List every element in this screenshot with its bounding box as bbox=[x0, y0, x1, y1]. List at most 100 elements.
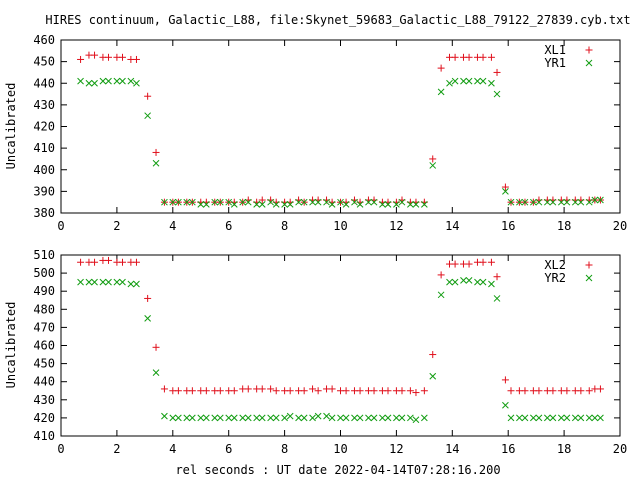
data-point bbox=[342, 200, 350, 208]
y-tick-label: 470 bbox=[33, 320, 55, 334]
data-point bbox=[119, 77, 126, 85]
data-point bbox=[479, 77, 487, 85]
data-point bbox=[230, 387, 238, 395]
data-point bbox=[85, 278, 93, 286]
data-point bbox=[429, 162, 437, 169]
x-tick-label: 0 bbox=[57, 219, 64, 233]
data-point bbox=[407, 200, 414, 208]
data-point bbox=[239, 198, 247, 206]
data-point bbox=[225, 414, 233, 422]
data-point bbox=[105, 278, 112, 286]
data-point bbox=[479, 278, 487, 286]
data-point bbox=[474, 77, 481, 85]
data-point bbox=[197, 414, 205, 422]
data-point bbox=[493, 273, 501, 281]
data-point bbox=[225, 198, 233, 206]
data-point bbox=[412, 416, 420, 424]
data-point bbox=[535, 387, 543, 395]
data-point bbox=[543, 198, 551, 206]
x-tick-label: 6 bbox=[225, 219, 232, 233]
data-point bbox=[211, 414, 219, 422]
data-point bbox=[356, 387, 364, 395]
data-point bbox=[132, 258, 140, 266]
data-point bbox=[543, 414, 551, 422]
data-point bbox=[516, 198, 523, 206]
x-tick-label: 18 bbox=[557, 219, 571, 233]
data-point bbox=[77, 278, 84, 286]
data-point bbox=[535, 198, 543, 206]
data-point bbox=[272, 387, 280, 395]
data-point bbox=[549, 414, 557, 422]
data-point bbox=[216, 414, 224, 422]
data-point bbox=[91, 278, 98, 286]
data-point bbox=[465, 53, 473, 61]
data-point bbox=[105, 77, 112, 85]
data-point bbox=[244, 385, 252, 393]
data-point bbox=[577, 198, 585, 206]
data-point bbox=[407, 414, 414, 422]
data-point bbox=[314, 198, 322, 206]
data-point bbox=[412, 200, 420, 208]
data-point bbox=[189, 414, 196, 422]
data-point bbox=[398, 414, 406, 422]
legend-marker bbox=[585, 274, 593, 282]
data-point bbox=[479, 53, 487, 61]
data-point bbox=[314, 412, 322, 420]
legend-marker bbox=[585, 46, 593, 54]
data-point bbox=[258, 385, 266, 393]
data-point bbox=[563, 387, 571, 395]
data-point bbox=[188, 387, 196, 395]
data-point bbox=[328, 385, 336, 393]
x-tick-label: 12 bbox=[389, 219, 403, 233]
x-tick-label: 10 bbox=[333, 219, 347, 233]
data-point bbox=[144, 314, 151, 322]
data-point bbox=[309, 385, 317, 393]
data-point bbox=[91, 258, 99, 266]
x-tick-label: 6 bbox=[225, 442, 232, 456]
data-point bbox=[501, 376, 509, 384]
data-point bbox=[488, 79, 495, 87]
data-point bbox=[446, 79, 453, 87]
data-point bbox=[412, 389, 420, 397]
data-point bbox=[216, 387, 224, 395]
y-tick-label: 430 bbox=[33, 98, 55, 112]
data-point bbox=[535, 414, 543, 422]
data-point bbox=[337, 198, 344, 206]
data-point bbox=[479, 258, 487, 266]
data-point bbox=[379, 200, 386, 208]
y-tick-label: 420 bbox=[33, 411, 55, 425]
chart-title: HIRES continuum, Galactic_L88, file:Skyn… bbox=[45, 13, 630, 27]
data-point bbox=[105, 256, 113, 264]
data-point bbox=[585, 414, 593, 422]
x-tick-label: 18 bbox=[557, 442, 571, 456]
x-tick-label: 10 bbox=[333, 442, 347, 456]
top-plot-panel: 380 390 400 410 420 430 440 450 460 0 2 4 6 8 10 12 14 16… bbox=[4, 33, 627, 233]
legend-label: YR2 bbox=[544, 271, 566, 285]
y-tick-label: 490 bbox=[33, 284, 55, 298]
data-point bbox=[406, 387, 414, 395]
x-tick-label: 4 bbox=[169, 442, 176, 456]
x-tick-label: 2 bbox=[113, 442, 120, 456]
data-point bbox=[493, 90, 501, 98]
data-point bbox=[420, 387, 428, 395]
data-point bbox=[530, 414, 537, 422]
data-point bbox=[398, 387, 406, 395]
data-point bbox=[351, 198, 358, 206]
data-point bbox=[113, 77, 121, 85]
data-point bbox=[571, 414, 579, 422]
data-point bbox=[286, 200, 294, 208]
data-point bbox=[230, 200, 238, 208]
series-YR2 bbox=[77, 276, 604, 424]
data-point bbox=[169, 414, 177, 422]
data-point bbox=[379, 414, 386, 422]
y-tick-label: 390 bbox=[33, 184, 55, 198]
data-point bbox=[451, 260, 459, 268]
data-point bbox=[501, 183, 509, 191]
data-point bbox=[300, 414, 308, 422]
data-point bbox=[384, 414, 392, 422]
x-tick-label: 8 bbox=[281, 442, 288, 456]
data-point bbox=[133, 280, 140, 288]
data-point bbox=[451, 77, 459, 85]
data-point bbox=[152, 148, 160, 156]
series-XL1 bbox=[77, 51, 604, 206]
